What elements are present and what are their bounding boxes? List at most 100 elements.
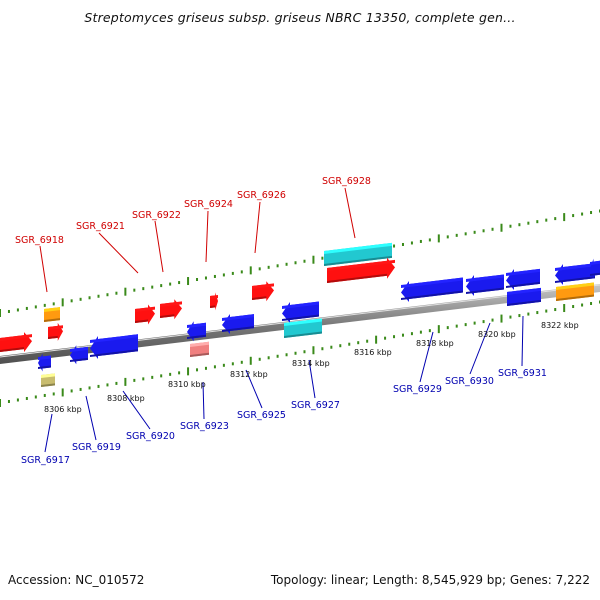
gene-bevel xyxy=(38,355,51,360)
gene-label-reverse[interactable]: SGR_6925 xyxy=(237,410,286,421)
gene-arrow-forward[interactable] xyxy=(252,281,274,302)
gene-arrow-forward[interactable] xyxy=(0,332,32,353)
gene-arrow-reverse[interactable] xyxy=(282,301,319,324)
gene-label-reverse[interactable]: SGR_6917 xyxy=(21,455,70,466)
leader-line xyxy=(308,359,316,399)
gene-bevel xyxy=(401,277,463,288)
tick-minor xyxy=(151,285,154,289)
gene-arrow-reverse[interactable] xyxy=(590,258,600,279)
tick-major xyxy=(563,304,566,313)
tick-minor xyxy=(133,378,136,382)
gene-label-reverse[interactable]: SGR_6930 xyxy=(445,376,494,387)
tick-major xyxy=(312,346,315,355)
rna-gene-box[interactable] xyxy=(324,242,392,266)
accession-label: Accession: NC_010572 xyxy=(8,573,145,587)
tick-label: 8306 kbp xyxy=(44,405,82,414)
gene-label-reverse[interactable]: SGR_6929 xyxy=(393,384,442,395)
tick-minor xyxy=(518,223,521,227)
gene-label-forward[interactable]: SGR_6928 xyxy=(322,176,371,187)
tick-major xyxy=(124,287,127,296)
tick-minor xyxy=(169,372,172,376)
tick-minor xyxy=(115,291,118,295)
gene-label-forward[interactable]: SGR_6926 xyxy=(237,190,286,201)
tick-minor xyxy=(34,305,37,309)
gene-label-reverse[interactable]: SGR_6920 xyxy=(126,431,175,442)
tick-minor xyxy=(590,302,593,306)
gene-shadow xyxy=(41,383,55,387)
gene-label-forward[interactable]: SGR_6921 xyxy=(76,221,125,232)
gene-shadow xyxy=(401,290,463,300)
gene-arrow-reverse[interactable] xyxy=(506,268,540,291)
gene-label-reverse[interactable]: SGR_6923 xyxy=(180,421,229,432)
gene-bevel xyxy=(282,301,319,309)
tick-label: 8322 kbp xyxy=(541,321,579,330)
rna-gene-box[interactable] xyxy=(284,318,322,338)
gene-bevel xyxy=(284,318,322,326)
tick-minor xyxy=(276,264,279,268)
gene-arrow-forward[interactable] xyxy=(210,292,218,311)
tick-major xyxy=(249,266,252,275)
tick-major xyxy=(500,223,503,232)
gene-arrow-reverse[interactable] xyxy=(70,345,88,365)
gene-shadow xyxy=(90,349,138,357)
tick-minor xyxy=(393,244,396,248)
gene-label-forward[interactable]: SGR_6924 xyxy=(184,199,233,210)
tick-minor xyxy=(285,262,288,266)
gene-arrow-reverse[interactable] xyxy=(555,263,595,286)
tick-minor xyxy=(16,398,19,402)
tick-major xyxy=(187,277,190,286)
gene-arrow-reverse[interactable] xyxy=(187,321,206,342)
gene-shadow xyxy=(327,273,387,283)
gene-arrow-forward[interactable] xyxy=(160,299,182,320)
gene-shadow xyxy=(324,255,392,266)
gene-shadow xyxy=(190,352,209,357)
tick-minor xyxy=(7,309,10,313)
gene-arrow-reverse[interactable] xyxy=(90,334,138,360)
tick-minor xyxy=(518,314,521,318)
tick-minor xyxy=(464,232,467,236)
gene-arrow-forward[interactable] xyxy=(135,304,155,325)
gene-arrow-reverse[interactable] xyxy=(466,274,504,297)
tick-major xyxy=(61,298,64,307)
leader-line xyxy=(521,315,524,367)
gene-arrow-reverse[interactable] xyxy=(222,314,254,335)
gene-arrow-forward[interactable] xyxy=(48,322,63,341)
gene-label-reverse[interactable]: SGR_6931 xyxy=(498,368,547,379)
tick-minor xyxy=(473,230,476,234)
tick-minor xyxy=(34,395,37,399)
gene-bevel xyxy=(222,314,254,321)
tick-minor xyxy=(213,365,216,369)
gene-shadow xyxy=(556,294,594,301)
tick-minor xyxy=(446,235,449,239)
tick-minor xyxy=(196,368,199,372)
gene-box-orange[interactable] xyxy=(556,282,594,301)
leader-line xyxy=(469,322,491,375)
gene-shadow xyxy=(187,334,206,339)
gene-arrow-forward[interactable] xyxy=(327,257,395,283)
gene-bevel xyxy=(555,263,595,271)
gene-bevel xyxy=(324,242,392,254)
tick-minor xyxy=(204,276,207,280)
gene-box-khaki[interactable] xyxy=(41,373,55,387)
tick-minor xyxy=(321,347,324,351)
tick-minor xyxy=(258,357,261,361)
gene-box-orange[interactable] xyxy=(44,307,60,322)
gene-label-forward[interactable]: SGR_6922 xyxy=(132,210,181,221)
gene-arrow-reverse[interactable] xyxy=(38,353,51,372)
tick-minor xyxy=(88,296,91,300)
gene-track[interactable] xyxy=(0,242,600,387)
gene-box-reverse[interactable] xyxy=(507,287,541,306)
gene-box-pink[interactable] xyxy=(190,341,209,357)
gene-label-forward[interactable]: SGR_6918 xyxy=(15,235,64,246)
gene-arrow-reverse[interactable] xyxy=(401,277,463,303)
gene-bevel xyxy=(44,307,60,312)
tick-minor xyxy=(384,336,387,340)
gene-label-reverse[interactable]: SGR_6927 xyxy=(291,400,340,411)
tick-minor xyxy=(572,305,575,309)
leader-line xyxy=(205,210,209,263)
gene-bevel xyxy=(506,268,540,276)
tick-minor xyxy=(285,353,288,357)
tick-label: 8314 kbp xyxy=(292,359,330,368)
gene-label-reverse[interactable]: SGR_6919 xyxy=(72,442,121,453)
